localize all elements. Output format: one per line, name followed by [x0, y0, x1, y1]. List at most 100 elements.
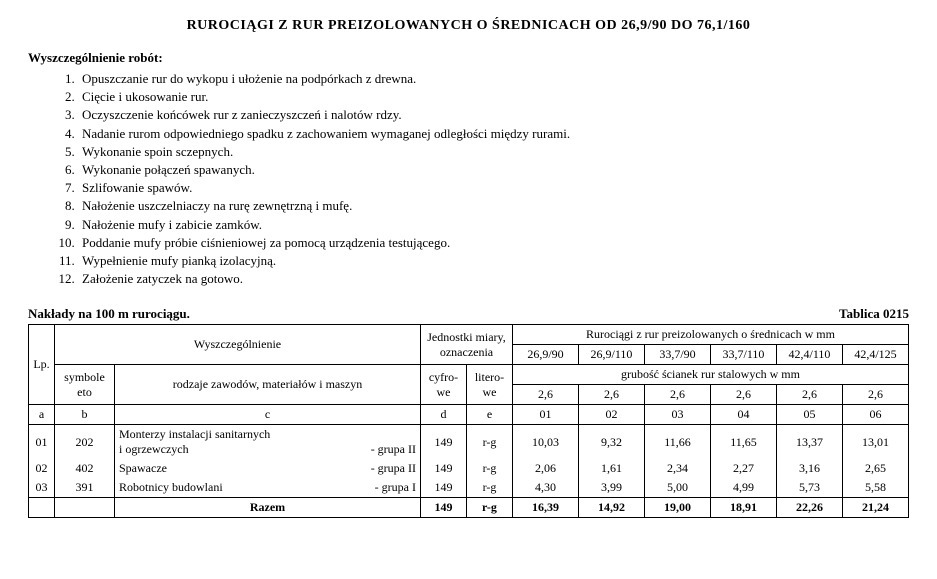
table-caption-right: Tablica 0215 — [839, 306, 909, 322]
desc-line: Spawacze - grupa II — [119, 461, 416, 476]
cell-val: 5,73 — [777, 478, 843, 498]
table-head: Lp. Wyszczególnienie Jednostki miary, oz… — [29, 325, 909, 425]
th-col-num: 03 — [645, 405, 711, 425]
th-thick: 2,6 — [711, 385, 777, 405]
table-row: 01 202 Monterzy instalacji sanitarnych i… — [29, 425, 909, 460]
th-diam: 33,7/90 — [645, 345, 711, 365]
cell-sym: 202 — [55, 425, 115, 460]
work-item: Cięcie i ukosowanie rur. — [78, 88, 909, 106]
cell-val: 4,30 — [513, 478, 579, 498]
desc-line1: Monterzy instalacji sanitarnych — [119, 427, 416, 442]
table-row-razem: Razem 149 r-g 16,39 14,92 19,00 18,91 22… — [29, 498, 909, 518]
cell-val: 2,27 — [711, 459, 777, 478]
works-list: Opuszczanie rur do wykopu i ułożenie na … — [28, 70, 909, 288]
works-section-label: Wyszczególnienie robót: — [28, 50, 909, 66]
cell-val: 22,26 — [777, 498, 843, 518]
cell-val: 11,66 — [645, 425, 711, 460]
th-wysz: Wyszczególnienie — [55, 325, 421, 365]
table-body: 01 202 Monterzy instalacji sanitarnych i… — [29, 425, 909, 518]
cell-lp: 02 — [29, 459, 55, 478]
cell-val: 5,58 — [843, 478, 909, 498]
th-col-num: 02 — [579, 405, 645, 425]
cell-val: 5,00 — [645, 478, 711, 498]
th-diam: 42,4/125 — [843, 345, 909, 365]
cell-val: 18,91 — [711, 498, 777, 518]
work-item: Założenie zatyczek na gotowo. — [78, 270, 909, 288]
desc-group: - grupa II — [371, 442, 416, 457]
th-rodzaje: rodzaje zawodów, materiałów i maszyn — [115, 365, 421, 405]
cell-val: 14,92 — [579, 498, 645, 518]
th-diam: 33,7/110 — [711, 345, 777, 365]
cell-val: 19,00 — [645, 498, 711, 518]
work-item: Wykonanie spoin sczepnych. — [78, 143, 909, 161]
cell-desc: Spawacze - grupa II — [115, 459, 421, 478]
cell-val: 2,06 — [513, 459, 579, 478]
cell-val: 13,01 — [843, 425, 909, 460]
cell-val: 10,03 — [513, 425, 579, 460]
th-col-a: a — [29, 405, 55, 425]
th-diam: 26,9/90 — [513, 345, 579, 365]
cell-val: 4,99 — [711, 478, 777, 498]
th-col-c: c — [115, 405, 421, 425]
table-row: 02 402 Spawacze - grupa II 149 r-g 2,06 … — [29, 459, 909, 478]
cell-cyf: 149 — [421, 459, 467, 478]
desc-name: Robotnicy budowlani — [119, 480, 223, 495]
th-rurociagi: Rurociągi z rur preizolowanych o średnic… — [513, 325, 909, 345]
table-row: 03 391 Robotnicy budowlani - grupa I 149… — [29, 478, 909, 498]
th-lp: Lp. — [29, 325, 55, 405]
th-thick: 2,6 — [777, 385, 843, 405]
work-item: Wykonanie połączeń spawanych. — [78, 161, 909, 179]
cell-empty — [55, 498, 115, 518]
work-item: Nałożenie uszczelniaczy na rurę zewnętrz… — [78, 197, 909, 215]
cell-val: 13,37 — [777, 425, 843, 460]
th-symbole: symbole eto — [55, 365, 115, 405]
cell-lit: r-g — [467, 459, 513, 478]
desc-line: Robotnicy budowlani - grupa I — [119, 480, 416, 495]
cell-val: 21,24 — [843, 498, 909, 518]
cell-lit: r-g — [467, 498, 513, 518]
cell-val: 1,61 — [579, 459, 645, 478]
th-col-d: d — [421, 405, 467, 425]
desc-group: - grupa I — [375, 480, 416, 495]
th-col-num: 01 — [513, 405, 579, 425]
cell-razem-label: Razem — [115, 498, 421, 518]
desc-name: i ogrzewczych — [119, 442, 189, 457]
desc-line2: i ogrzewczych - grupa II — [119, 442, 416, 457]
cell-lp: 03 — [29, 478, 55, 498]
th-col-e: e — [467, 405, 513, 425]
cell-val: 2,65 — [843, 459, 909, 478]
cell-lit: r-g — [467, 425, 513, 460]
th-diam: 42,4/110 — [777, 345, 843, 365]
th-literowe: litero-we — [467, 365, 513, 405]
cell-empty — [29, 498, 55, 518]
th-col-b: b — [55, 405, 115, 425]
work-item: Oczyszczenie końcówek rur z zanieczyszcz… — [78, 106, 909, 124]
data-table: Lp. Wyszczególnienie Jednostki miary, oz… — [28, 324, 909, 518]
cell-cyf: 149 — [421, 478, 467, 498]
th-diam: 26,9/110 — [579, 345, 645, 365]
cell-val: 3,99 — [579, 478, 645, 498]
th-jednostki: Jednostki miary, oznaczenia — [421, 325, 513, 365]
work-item: Poddanie mufy próbie ciśnieniowej za pom… — [78, 234, 909, 252]
cell-desc: Monterzy instalacji sanitarnych i ogrzew… — [115, 425, 421, 460]
th-thick: 2,6 — [579, 385, 645, 405]
table-caption-left: Nakłady na 100 m rurociągu. — [28, 306, 190, 322]
cell-val: 11,65 — [711, 425, 777, 460]
th-col-num: 05 — [777, 405, 843, 425]
cell-cyf: 149 — [421, 498, 467, 518]
cell-val: 16,39 — [513, 498, 579, 518]
th-thick: 2,6 — [513, 385, 579, 405]
cell-val: 2,34 — [645, 459, 711, 478]
th-col-num: 06 — [843, 405, 909, 425]
cell-cyf: 149 — [421, 425, 467, 460]
table-caption-row: Nakłady na 100 m rurociągu. Tablica 0215 — [28, 306, 909, 322]
th-thick: 2,6 — [843, 385, 909, 405]
desc-group: - grupa II — [371, 461, 416, 476]
th-grubosc: grubość ścianek rur stalowych w mm — [513, 365, 909, 385]
cell-val: 9,32 — [579, 425, 645, 460]
work-item: Wypełnienie mufy pianką izolacyjną. — [78, 252, 909, 270]
th-thick: 2,6 — [645, 385, 711, 405]
work-item: Opuszczanie rur do wykopu i ułożenie na … — [78, 70, 909, 88]
desc-name: Spawacze — [119, 461, 167, 476]
cell-sym: 391 — [55, 478, 115, 498]
